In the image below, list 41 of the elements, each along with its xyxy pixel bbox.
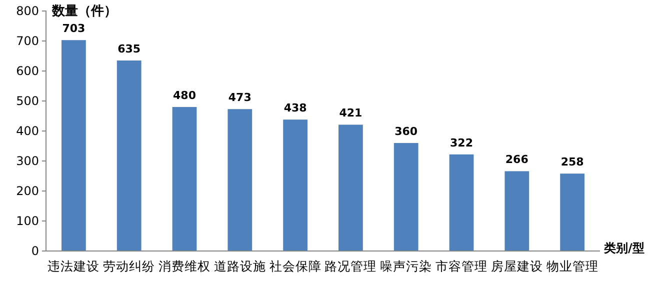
x-tick-label: 噪声污染 [380, 258, 432, 274]
x-axis-title: 类别/型 [603, 241, 644, 255]
x-tick-label: 市容管理 [436, 258, 488, 274]
data-label: 438 [284, 102, 307, 115]
x-tick-label: 房屋建设 [490, 258, 543, 274]
y-tick-label: 0 [31, 244, 39, 258]
y-tick-label: 300 [16, 154, 39, 168]
y-tick-label: 400 [16, 124, 39, 138]
data-label: 473 [228, 91, 252, 104]
bar [62, 40, 86, 251]
data-label: 266 [505, 153, 529, 166]
y-tick-label: 200 [16, 184, 39, 198]
bar [283, 120, 308, 251]
y-tick-label: 500 [16, 94, 39, 108]
x-tick-label: 物业管理 [546, 258, 598, 274]
data-label: 703 [62, 22, 86, 36]
y-axis-title: 数量（件） [51, 4, 117, 19]
bar [228, 109, 252, 251]
bar [504, 171, 530, 251]
data-label: 258 [560, 156, 584, 169]
y-tick-label: 700 [16, 34, 39, 48]
data-label: 421 [339, 106, 362, 120]
x-tick-label: 道路设施 [214, 258, 266, 274]
bar [449, 154, 474, 251]
bar [560, 174, 584, 251]
data-label: 360 [394, 125, 418, 138]
y-tick-label: 800 [16, 4, 39, 18]
x-tick-label: 社会保障 [269, 258, 322, 274]
bar [338, 124, 363, 251]
y-tick-label: 100 [16, 214, 39, 228]
data-label: 635 [118, 42, 141, 56]
x-tick-label: 路况管理 [324, 258, 377, 274]
x-tick-label: 劳动纠纷 [103, 258, 156, 274]
bar [116, 60, 142, 251]
y-tick-label: 600 [16, 64, 39, 78]
x-tick-label: 违法建设 [48, 258, 100, 274]
data-label: 480 [173, 89, 196, 102]
bar [394, 143, 418, 251]
data-label: 322 [450, 136, 473, 150]
bar [172, 107, 197, 251]
x-tick-label: 消费维权 [158, 258, 210, 274]
